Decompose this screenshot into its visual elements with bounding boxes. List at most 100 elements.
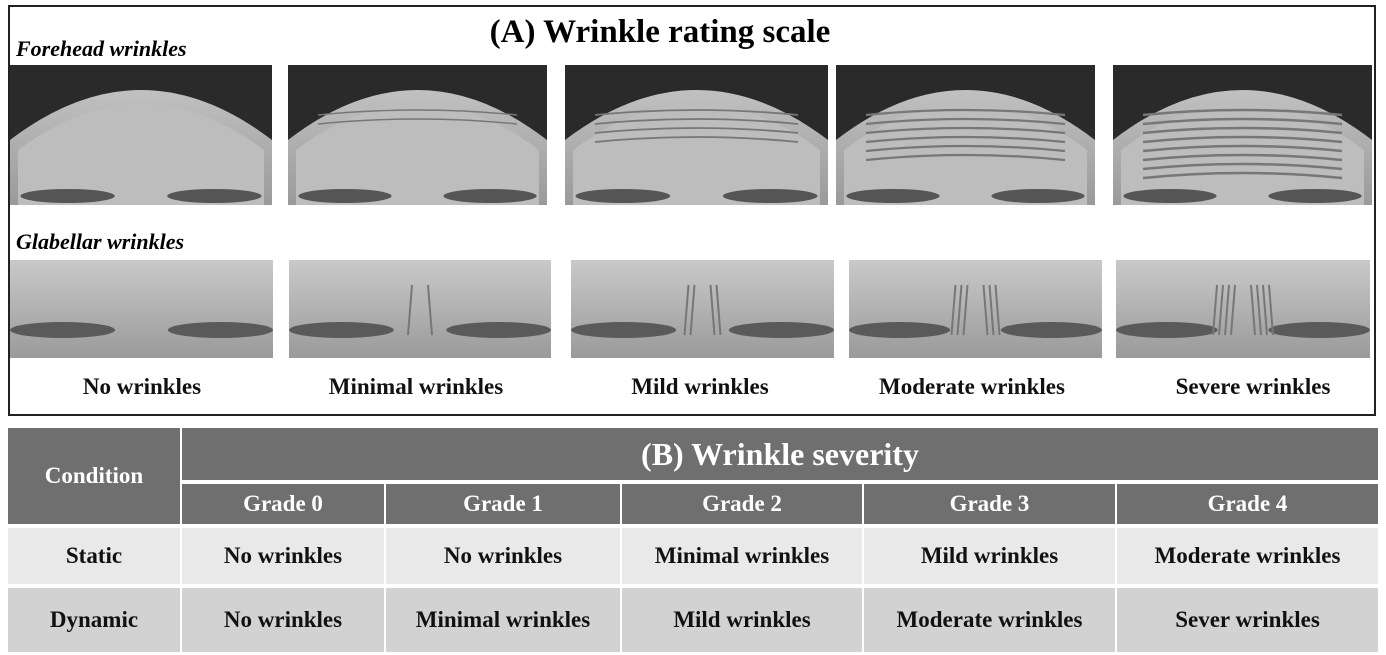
brow [289, 322, 394, 338]
hairline [1113, 65, 1372, 140]
brow [571, 322, 677, 338]
hairline [288, 65, 547, 140]
brow [575, 189, 671, 203]
wrinkle [594, 109, 799, 116]
wrinkle [407, 284, 413, 336]
wrinkle [715, 284, 722, 336]
table-cell: Mild wrinkles [864, 528, 1115, 584]
wrinkle [1142, 171, 1343, 180]
condition: Static [8, 528, 180, 584]
condition-header: Condition [8, 428, 180, 524]
wrinkle [1268, 284, 1274, 336]
table-cell: Moderate wrinkles [1117, 528, 1378, 584]
table-cell: Minimal wrinkles [622, 528, 862, 584]
wrinkle [865, 135, 1066, 144]
wrinkle [594, 118, 799, 125]
table-cell: Minimal wrinkles [386, 588, 620, 652]
wrinkle [982, 284, 989, 336]
brow [991, 189, 1085, 203]
grade-header: Grade 0 [182, 484, 384, 524]
condition: Dynamic [8, 588, 180, 652]
wrinkle [1142, 126, 1343, 135]
panel-a-title: (A) Wrinkle rating scale [489, 14, 831, 50]
wrinkle [594, 136, 799, 143]
brow [846, 189, 940, 203]
glabellar-photo [571, 260, 834, 358]
panel-a [8, 5, 1376, 416]
wrinkle [1256, 284, 1262, 336]
glabellar-photo [289, 260, 551, 358]
grade-header: Grade 2 [622, 484, 862, 524]
wrinkle [689, 284, 696, 336]
row-label: Glabellar wrinkles [16, 229, 185, 254]
wrinkle [317, 118, 518, 125]
brow [728, 322, 835, 338]
wrinkle [956, 284, 963, 336]
wrinkle [865, 153, 1066, 162]
wrinkle [683, 284, 690, 336]
wrinkle [709, 284, 716, 336]
grade-label: Mild wrinkles [631, 374, 769, 399]
wrinkle [865, 126, 1066, 135]
table-cell: No wrinkles [386, 528, 620, 584]
wrinkle [950, 284, 957, 336]
wrinkle [317, 109, 518, 116]
brow [298, 189, 392, 203]
wrinkle [1142, 135, 1343, 144]
brow [849, 322, 951, 338]
row-label: Forehead wrinkles [16, 36, 187, 61]
brow [1000, 322, 1102, 338]
wrinkle [594, 127, 799, 134]
hairline [565, 65, 828, 140]
hairline [10, 65, 272, 140]
skin [296, 104, 539, 205]
grade-header: Grade 3 [864, 484, 1115, 524]
grade-label: Severe wrinkles [1175, 374, 1331, 399]
table-cell: No wrinkles [182, 588, 384, 652]
brow [167, 322, 273, 338]
wrinkle [1142, 108, 1343, 117]
wrinkle [1142, 162, 1343, 171]
brow [446, 322, 551, 338]
wrinkle [865, 144, 1066, 153]
wrinkle [1218, 284, 1224, 336]
wrinkle [1230, 284, 1236, 336]
wrinkle [427, 284, 433, 336]
brow [20, 189, 115, 203]
wrinkle [865, 117, 1066, 126]
glabellar-photo [849, 260, 1102, 358]
grade-header: Grade 1 [386, 484, 620, 524]
grade-label: Moderate wrinkles [879, 374, 1065, 399]
brow [167, 189, 262, 203]
wrinkle [994, 284, 1001, 336]
wrinkle [1262, 284, 1268, 336]
brow [1268, 322, 1370, 338]
table-cell: Sever wrinkles [1117, 588, 1378, 652]
skin [18, 104, 264, 205]
table-title: (B) Wrinkle severity [182, 428, 1378, 480]
wrinkle [1250, 284, 1256, 336]
grade-label: Minimal wrinkles [328, 374, 504, 399]
table-cell: Mild wrinkles [622, 588, 862, 652]
wrinkle [1142, 117, 1343, 126]
brow [722, 189, 818, 203]
table-cell: No wrinkles [182, 528, 384, 584]
wrinkle [962, 284, 969, 336]
brow [10, 322, 116, 338]
brow [443, 189, 537, 203]
wrinkle [865, 108, 1066, 117]
brow [1116, 322, 1218, 338]
wrinkle [1142, 144, 1343, 153]
hairline [836, 65, 1095, 140]
brow [1268, 189, 1362, 203]
wrinkle [988, 284, 995, 336]
glabellar-photo [1116, 260, 1370, 358]
wrinkle [1224, 284, 1230, 336]
glabellar-photo [10, 260, 273, 358]
grade-header: Grade 4 [1117, 484, 1378, 524]
brow [1123, 189, 1217, 203]
wrinkle [1142, 153, 1343, 162]
photos [10, 65, 1372, 358]
table-cell: Moderate wrinkles [864, 588, 1115, 652]
